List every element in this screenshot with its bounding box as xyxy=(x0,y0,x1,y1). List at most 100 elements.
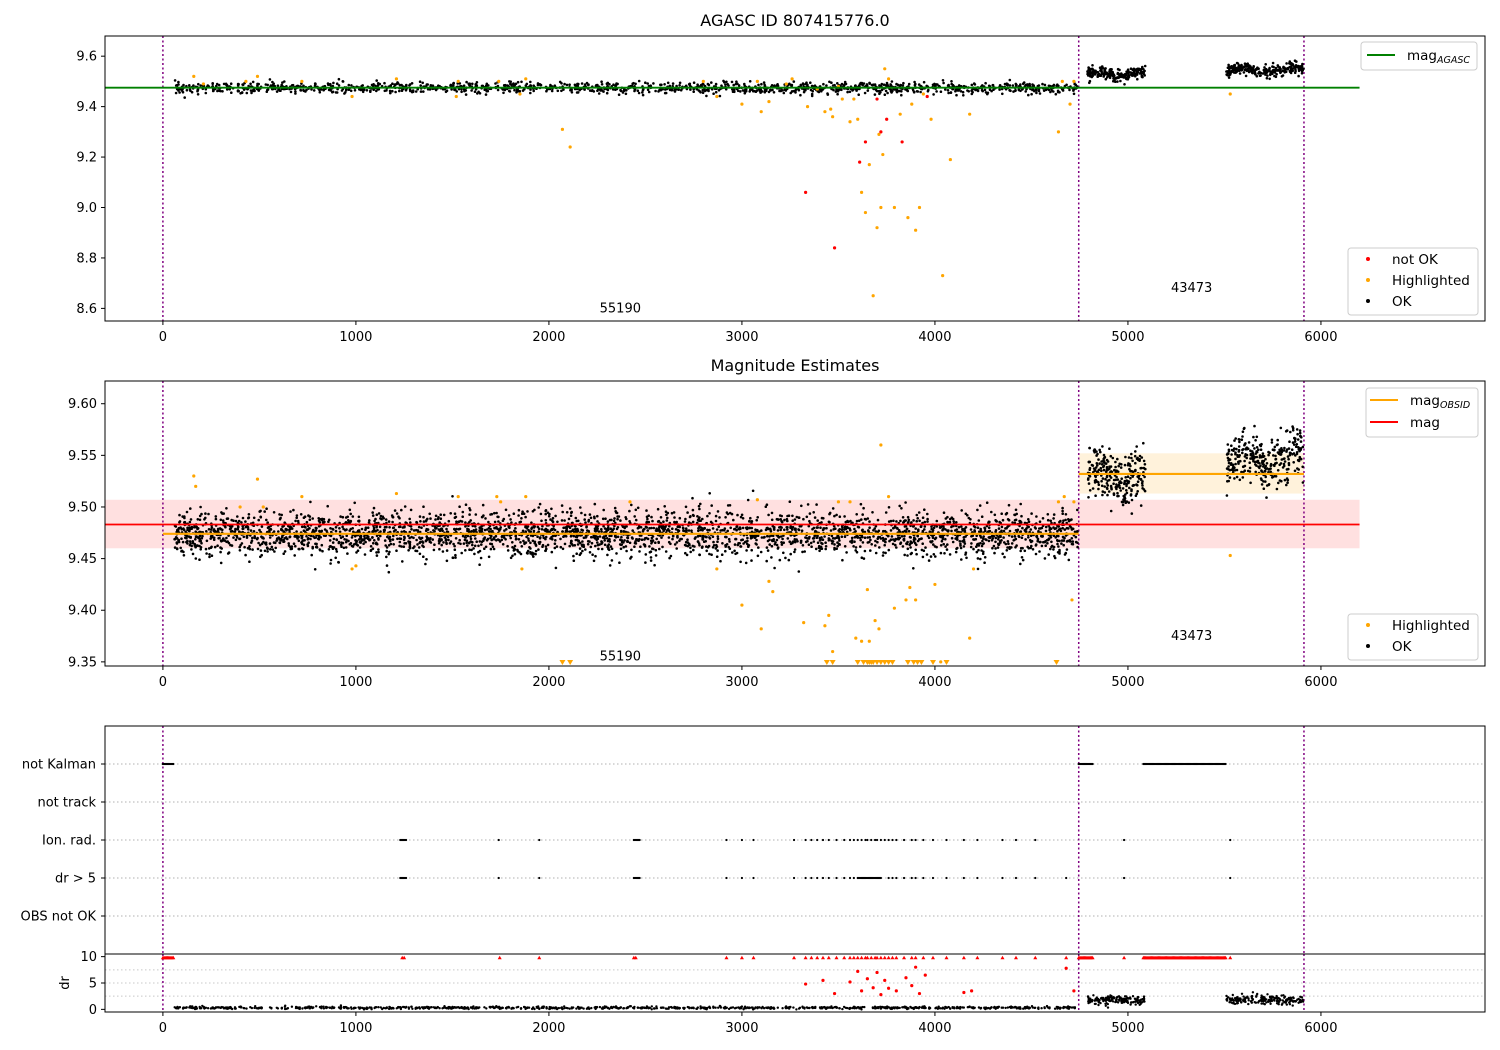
ok-point xyxy=(317,537,320,541)
ok-point xyxy=(598,543,601,546)
ok-point xyxy=(357,515,361,519)
ok-point xyxy=(387,552,391,556)
ok-point xyxy=(196,93,200,96)
ok-point xyxy=(532,529,536,533)
ok-point xyxy=(255,537,259,541)
ok-point xyxy=(487,555,491,559)
ok-point xyxy=(282,540,285,543)
ok-point xyxy=(819,538,822,541)
ok-point xyxy=(735,80,738,83)
ok-point xyxy=(668,84,672,88)
ok-point xyxy=(447,519,451,523)
ok-point xyxy=(673,543,677,546)
ok-point xyxy=(679,88,683,92)
ok-point xyxy=(600,542,603,546)
ok-point xyxy=(1258,71,1262,75)
not-ok-point xyxy=(832,246,837,250)
ok-point xyxy=(527,539,530,542)
ok-point xyxy=(238,549,242,552)
ok-point xyxy=(976,508,979,512)
ok-point xyxy=(692,90,695,93)
ok-point xyxy=(1271,65,1274,68)
ok-point xyxy=(1057,545,1060,548)
ok-point xyxy=(222,82,226,86)
highlighted-point xyxy=(456,79,460,83)
ok-point xyxy=(597,92,601,95)
ok-point xyxy=(252,516,256,520)
ok-point xyxy=(198,514,202,518)
ok-point xyxy=(377,548,380,551)
ok-point xyxy=(979,534,982,538)
ok-point xyxy=(507,514,511,517)
ok-point xyxy=(541,543,545,547)
highlighted-point xyxy=(201,82,206,86)
ok-point xyxy=(631,82,634,85)
ok-point xyxy=(1132,70,1136,74)
ok-point xyxy=(1004,512,1008,516)
ok-point xyxy=(1114,76,1118,80)
ok-point xyxy=(794,88,798,91)
ok-point xyxy=(229,530,233,533)
ok-point xyxy=(419,90,423,93)
ok-point xyxy=(734,537,738,541)
ok-point xyxy=(737,84,741,87)
ok-point xyxy=(769,529,773,533)
ok-point xyxy=(556,89,560,93)
ok-point xyxy=(1027,93,1030,97)
ok-point xyxy=(334,529,338,533)
ok-point xyxy=(257,518,261,522)
ok-point xyxy=(1300,72,1304,75)
ok-point xyxy=(806,503,810,506)
ok-point xyxy=(460,551,464,555)
ok-point xyxy=(565,528,568,532)
ok-point xyxy=(597,547,600,551)
ok-point xyxy=(859,538,862,542)
ok-point xyxy=(930,525,933,528)
ok-point xyxy=(485,82,489,86)
ok-point xyxy=(641,89,645,92)
ok-point xyxy=(462,542,466,545)
ok-point xyxy=(1243,68,1247,72)
ok-point xyxy=(199,505,202,509)
ok-point xyxy=(1019,502,1022,506)
ok-point xyxy=(990,534,994,538)
ok-point xyxy=(425,527,429,531)
ok-point xyxy=(327,88,331,92)
ok-point xyxy=(644,81,647,84)
ok-point xyxy=(469,537,473,541)
ok-point xyxy=(1046,518,1050,522)
ok-point xyxy=(273,550,276,553)
ok-point xyxy=(895,546,898,549)
ok-point xyxy=(375,513,379,516)
ok-point xyxy=(534,549,538,553)
ok-point xyxy=(185,510,189,514)
ok-point xyxy=(315,545,319,548)
ok-point xyxy=(700,546,704,549)
ok-point xyxy=(283,537,287,540)
ok-point xyxy=(570,91,574,94)
ok-point xyxy=(369,90,372,93)
ok-point xyxy=(657,540,660,544)
ok-point xyxy=(309,534,313,538)
ok-point xyxy=(913,537,917,541)
highlighted-point xyxy=(887,77,891,81)
ok-point xyxy=(451,495,454,498)
ok-point xyxy=(251,536,254,540)
ok-point xyxy=(913,80,916,84)
ok-point xyxy=(1279,70,1283,73)
ok-point xyxy=(1225,73,1228,76)
ok-point xyxy=(593,502,597,506)
ok-point xyxy=(567,517,571,521)
ok-point xyxy=(671,534,675,538)
ok-point xyxy=(631,529,634,532)
ok-point xyxy=(861,541,865,544)
ok-point xyxy=(514,527,517,530)
ok-point xyxy=(414,90,418,93)
ok-point xyxy=(683,543,687,547)
ok-point xyxy=(404,542,408,545)
ok-point xyxy=(710,504,713,507)
ok-point xyxy=(259,549,263,552)
ok-point xyxy=(1133,73,1137,76)
ok-point xyxy=(405,83,408,87)
ok-point xyxy=(1284,70,1288,74)
